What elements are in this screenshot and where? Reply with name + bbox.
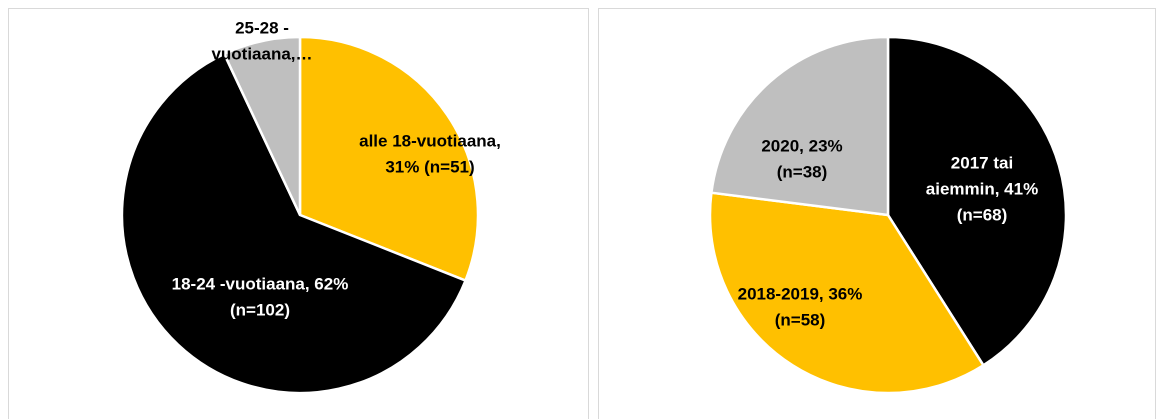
data-label: 31% (n=51) [385,157,474,176]
data-label: 2017 tai [951,153,1013,172]
data-label: (n=102) [230,300,290,319]
data-label: aiemmin, 41% [926,179,1038,198]
data-label: 2020, 23% [761,136,842,155]
panel [598,8,1156,419]
pie-slice [120,52,468,395]
panel [8,8,589,419]
data-label: 2018-2019, 36% [738,284,863,303]
pie-slice [708,191,986,395]
data-label: (n=38) [777,162,828,181]
data-label: (n=68) [957,205,1008,224]
data-label: vuotiaana,… [211,44,312,63]
data-label: alle 18-vuotiaana, [359,131,501,150]
pie-slice [298,35,480,283]
pie-slice [710,35,890,217]
data-label: (n=58) [775,310,826,329]
pie-slice [222,35,302,216]
data-label: 18-24 -vuotiaana, 62% [172,274,349,293]
data-label: 25-28 - [235,18,289,37]
